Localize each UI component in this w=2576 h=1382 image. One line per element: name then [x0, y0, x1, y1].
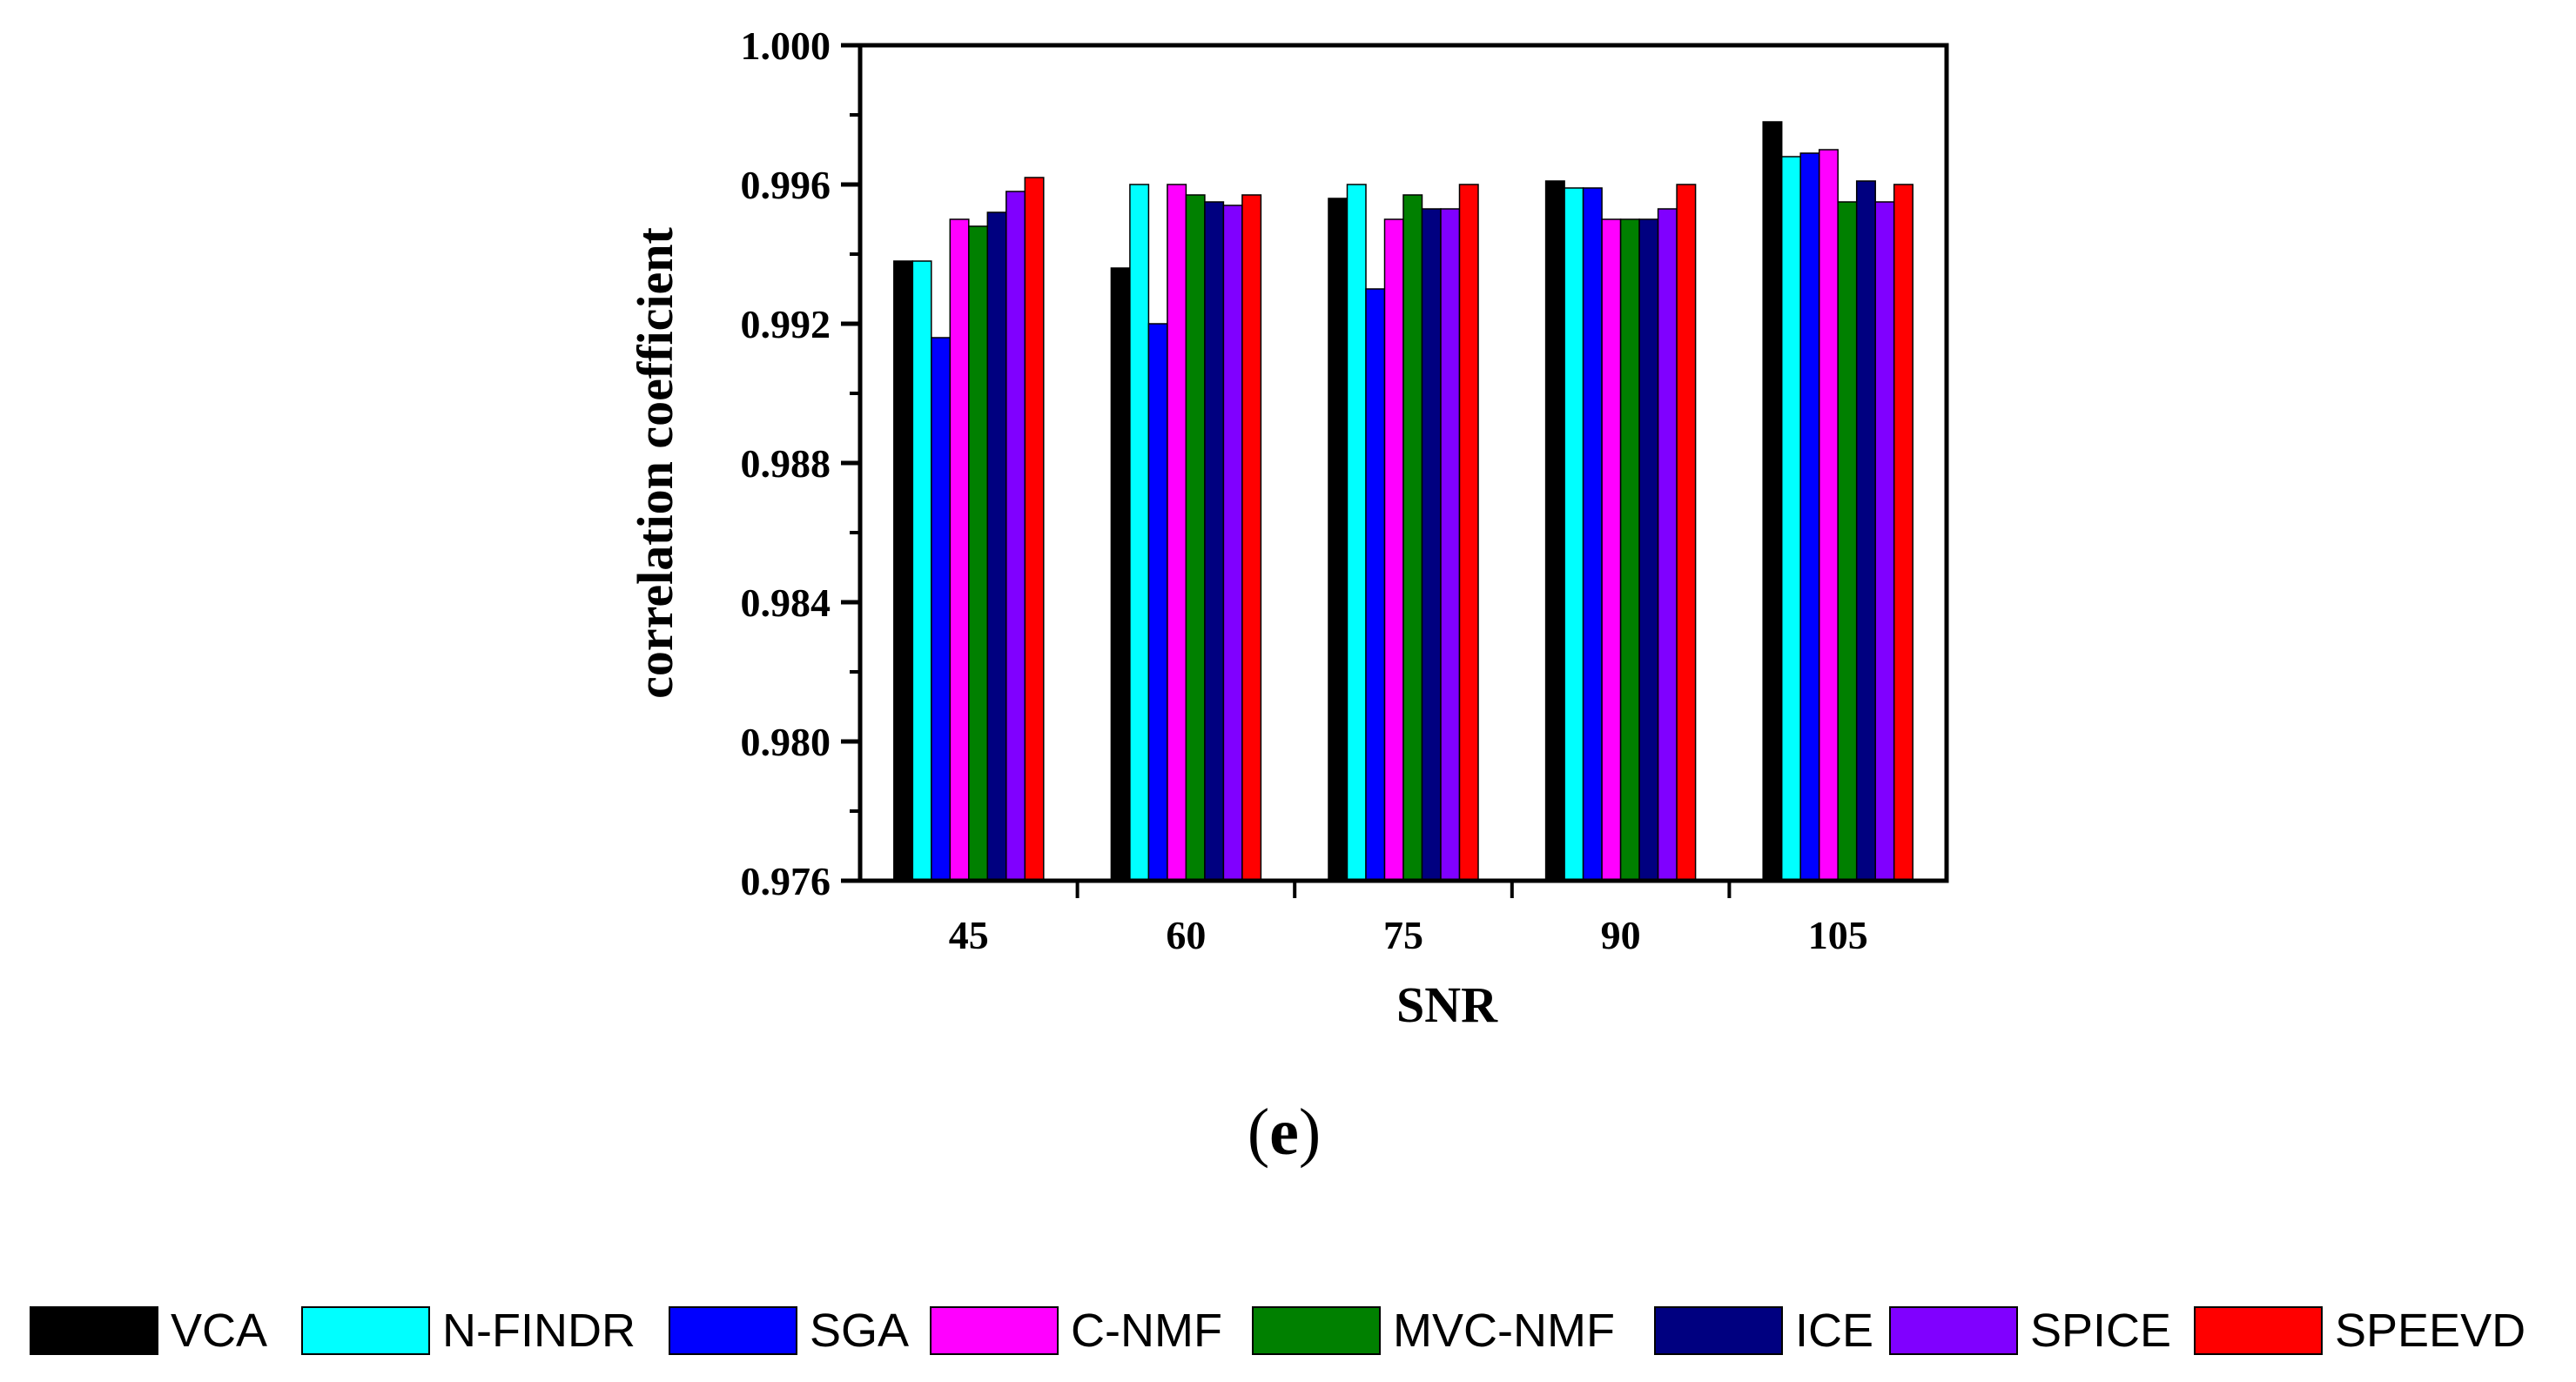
legend-label: VCA: [171, 1305, 268, 1357]
y-tick-label: 0.992: [741, 302, 831, 346]
bar-sga-105: [1799, 152, 1820, 882]
legend-swatch: [930, 1306, 1059, 1355]
legend-swatch: [301, 1306, 430, 1355]
bar-speevd-90: [1676, 184, 1697, 882]
legend-item-sga: SGA: [669, 1302, 909, 1359]
bar-sga-90: [1582, 187, 1603, 882]
y-tick-label: 0.988: [741, 441, 831, 486]
legend-swatch: [30, 1306, 158, 1355]
legend-label: SGA: [810, 1305, 910, 1357]
bar-spice-90: [1657, 208, 1678, 882]
bar-speevd-105: [1893, 184, 1914, 882]
legend-label: MVC-NMF: [1393, 1305, 1615, 1357]
x-tick-label: 90: [1601, 913, 1641, 957]
bar-mvc-nmf-75: [1402, 194, 1423, 882]
bar-n-findr-90: [1564, 187, 1584, 882]
legend-swatch: [669, 1306, 797, 1355]
y-tick-label: 0.976: [741, 859, 831, 903]
panel-label: (e): [1248, 1096, 1321, 1169]
legend-swatch: [1654, 1306, 1783, 1355]
bar-speevd-60: [1241, 194, 1262, 882]
legend-item-c-nmf: C-NMF: [930, 1302, 1222, 1359]
bar-sga-45: [931, 337, 952, 882]
bar-sga-60: [1147, 323, 1168, 882]
x-axis-title: SNR: [1396, 976, 1498, 1033]
chart-area: 0.976 0.980 0.984 0.988 0.992 0.996 1.000 45 60…: [627, 23, 1949, 1169]
legend-item-ice: ICE: [1654, 1302, 1873, 1359]
bars-group: [893, 121, 1914, 882]
legend-item-spice: SPICE: [1889, 1302, 2171, 1359]
y-axis-title: correlation coefficient: [627, 227, 683, 699]
y-tick-label: 0.996: [741, 163, 831, 207]
bar-c-nmf-105: [1818, 149, 1839, 882]
legend-item-speevd: SPEEVD: [2194, 1302, 2526, 1359]
bar-sga-75: [1365, 288, 1386, 882]
bar-n-findr-105: [1780, 156, 1801, 882]
legend-swatch: [1889, 1306, 2018, 1355]
y-tick-label: 0.984: [741, 580, 831, 625]
bar-ice-90: [1638, 218, 1659, 882]
bar-speevd-45: [1024, 177, 1045, 882]
bar-c-nmf-90: [1601, 218, 1622, 882]
bar-mvc-nmf-60: [1185, 194, 1206, 882]
bar-spice-105: [1874, 201, 1895, 882]
bar-c-nmf-75: [1383, 218, 1404, 882]
legend-item-vca: VCA: [30, 1302, 267, 1359]
x-tick-label: 45: [949, 913, 989, 957]
bar-n-findr-45: [911, 260, 932, 882]
bar-mvc-nmf-45: [968, 225, 989, 882]
bar-vca-105: [1762, 121, 1783, 882]
bar-c-nmf-60: [1167, 184, 1187, 882]
legend-label: ICE: [1795, 1305, 1874, 1357]
y-tick-label: 1.000: [741, 23, 831, 68]
bar-n-findr-60: [1129, 184, 1150, 882]
legend-swatch: [1252, 1306, 1381, 1355]
bar-mvc-nmf-90: [1619, 218, 1640, 882]
legend-label: C-NMF: [1071, 1305, 1222, 1357]
legend-label: SPICE: [2030, 1305, 2172, 1357]
legend-swatch: [2194, 1306, 2323, 1355]
legend-label: N-FINDR: [442, 1305, 636, 1357]
bar-ice-60: [1204, 201, 1225, 882]
x-tick-label: 105: [1808, 913, 1868, 957]
y-tick-label: 0.980: [741, 720, 831, 764]
legend-label: SPEEVD: [2335, 1305, 2526, 1357]
y-axis: 0.976 0.980 0.984 0.988 0.992 0.996 1.000: [741, 23, 860, 903]
legend: VCA N-FINDR SGA C-NMF MVC-NMF ICE SPICE SPEEVD: [30, 1302, 2554, 1359]
bar-spice-45: [1006, 191, 1026, 882]
bar-mvc-nmf-105: [1837, 201, 1858, 882]
bar-c-nmf-45: [949, 218, 970, 882]
legend-item-mvc-nmf: MVC-NMF: [1252, 1302, 1615, 1359]
x-tick-label: 75: [1383, 913, 1423, 957]
bar-vca-60: [1110, 267, 1131, 882]
legend-item-n-findr: N-FINDR: [301, 1302, 636, 1359]
bar-spice-75: [1440, 208, 1461, 882]
bar-spice-60: [1222, 205, 1243, 882]
bar-vca-90: [1544, 180, 1565, 882]
bar-ice-45: [986, 211, 1007, 882]
x-axis: 45 60 75 90 105: [949, 881, 1868, 957]
x-tick-label: 60: [1166, 913, 1206, 957]
panel-letter: e: [1269, 1096, 1299, 1169]
bar-vca-45: [893, 260, 914, 882]
bar-n-findr-75: [1346, 184, 1367, 882]
bar-vca-75: [1328, 198, 1349, 882]
bar-ice-105: [1855, 180, 1876, 882]
bar-ice-75: [1421, 208, 1442, 882]
bar-speevd-75: [1458, 184, 1479, 882]
